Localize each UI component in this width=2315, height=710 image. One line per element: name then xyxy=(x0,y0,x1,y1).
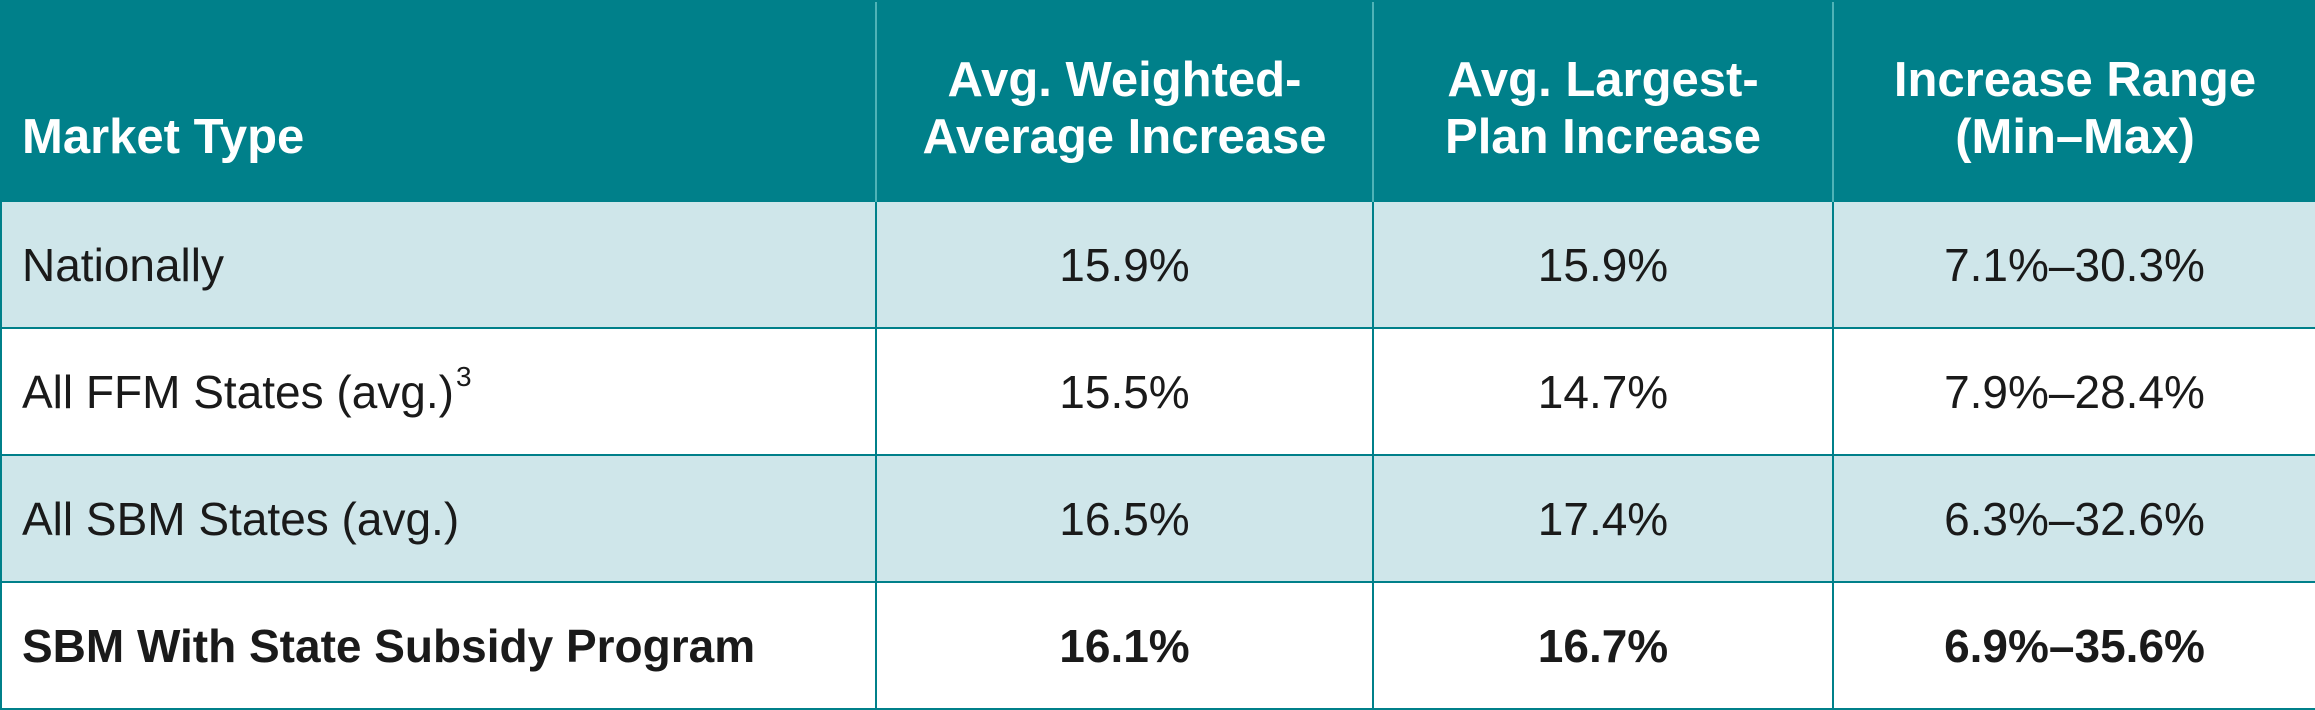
cell-avg-largest-plan-increase-text: 15.9% xyxy=(1537,238,1669,291)
cell-market-type-text: All SBM States (avg.) xyxy=(22,492,460,545)
footnote-marker: 3 xyxy=(455,360,472,392)
cell-avg-weighted-average-increase-text: 15.9% xyxy=(1059,238,1190,291)
cell-increase-range-text: 7.9%–28.4% xyxy=(1944,365,2205,418)
cell-avg-weighted-average-increase: 15.9% xyxy=(875,200,1374,329)
cell-avg-largest-plan-increase-text: 14.7% xyxy=(1537,365,1669,418)
cell-market-type-text: All FFM States (avg.) xyxy=(22,365,454,418)
header-avg-weighted-line1: Avg. Weighted- xyxy=(947,53,1302,107)
cell-market-type: All SBM States (avg.) xyxy=(0,454,877,583)
cell-market-type: All FFM States (avg.)3 xyxy=(0,327,877,456)
cell-market-type: SBM With State Subsidy Program xyxy=(0,581,877,710)
cell-avg-largest-plan-increase-text: 16.7% xyxy=(1537,619,1669,672)
cell-market-type-text: Nationally xyxy=(22,238,224,291)
header-increase-range: Increase Range (Min–Max) xyxy=(1832,0,2315,201)
cell-increase-range: 7.9%–28.4% xyxy=(1832,327,2315,456)
cell-avg-weighted-average-increase-text: 16.5% xyxy=(1059,492,1190,545)
cell-increase-range-text: 6.3%–32.6% xyxy=(1944,492,2205,545)
cell-increase-range-text: 7.1%–30.3% xyxy=(1944,238,2205,291)
cell-avg-weighted-average-increase-text: 16.1% xyxy=(1059,619,1190,672)
cell-increase-range-text: 6.9%–35.6% xyxy=(1944,619,2205,672)
header-avg-weighted-line2: Average Increase xyxy=(922,110,1327,164)
cell-increase-range: 6.9%–35.6% xyxy=(1832,581,2315,710)
table-body: Nationally 15.9% 15.9% 7.1%–30.3% All FFM St… xyxy=(0,200,2315,710)
cell-avg-largest-plan-increase-text: 17.4% xyxy=(1537,492,1669,545)
cell-avg-largest-plan-increase: 15.9% xyxy=(1372,200,1834,329)
cell-market-type: Nationally xyxy=(0,200,877,329)
cell-increase-range: 6.3%–32.6% xyxy=(1832,454,2315,583)
table-row: SBM With State Subsidy Program 16.1% 16.7%… xyxy=(0,581,2315,710)
header-range-line1: Increase Range xyxy=(1893,53,2257,107)
header-avg-largest-line2: Plan Increase xyxy=(1445,110,1761,164)
header-row: Market Type Avg. Weighted- Average Incre… xyxy=(0,0,2315,201)
table-row: Nationally 15.9% 15.9% 7.1%–30.3% xyxy=(0,200,2315,329)
header-range-line2: (Min–Max) xyxy=(1955,110,2195,164)
header-market-type-label: Market Type xyxy=(22,110,305,164)
cell-avg-weighted-average-increase-text: 15.5% xyxy=(1059,365,1190,418)
table-row: All SBM States (avg.) 16.5% 17.4% 6.3%–32.6… xyxy=(0,454,2315,583)
cell-market-type-text: SBM With State Subsidy Program xyxy=(22,619,756,672)
cell-avg-weighted-average-increase: 16.5% xyxy=(875,454,1374,583)
cell-avg-largest-plan-increase: 16.7% xyxy=(1372,581,1834,710)
header-avg-largest-line1: Avg. Largest- xyxy=(1447,53,1759,107)
header-avg-weighted-average-increase: Avg. Weighted- Average Increase xyxy=(875,0,1373,201)
header-market-type: Market Type xyxy=(0,0,876,201)
header-avg-largest-plan-increase: Avg. Largest- Plan Increase xyxy=(1372,0,1833,201)
table-header: Market Type Avg. Weighted- Average Incre… xyxy=(0,0,2315,201)
cell-avg-largest-plan-increase: 14.7% xyxy=(1372,327,1834,456)
cell-increase-range: 7.1%–30.3% xyxy=(1832,200,2315,329)
table-row: All FFM States (avg.)3 15.5% 14.7% 7.9%–28.… xyxy=(0,327,2315,456)
cell-avg-weighted-average-increase: 15.5% xyxy=(875,327,1374,456)
cell-avg-weighted-average-increase: 16.1% xyxy=(875,581,1374,710)
cell-avg-largest-plan-increase: 17.4% xyxy=(1372,454,1834,583)
